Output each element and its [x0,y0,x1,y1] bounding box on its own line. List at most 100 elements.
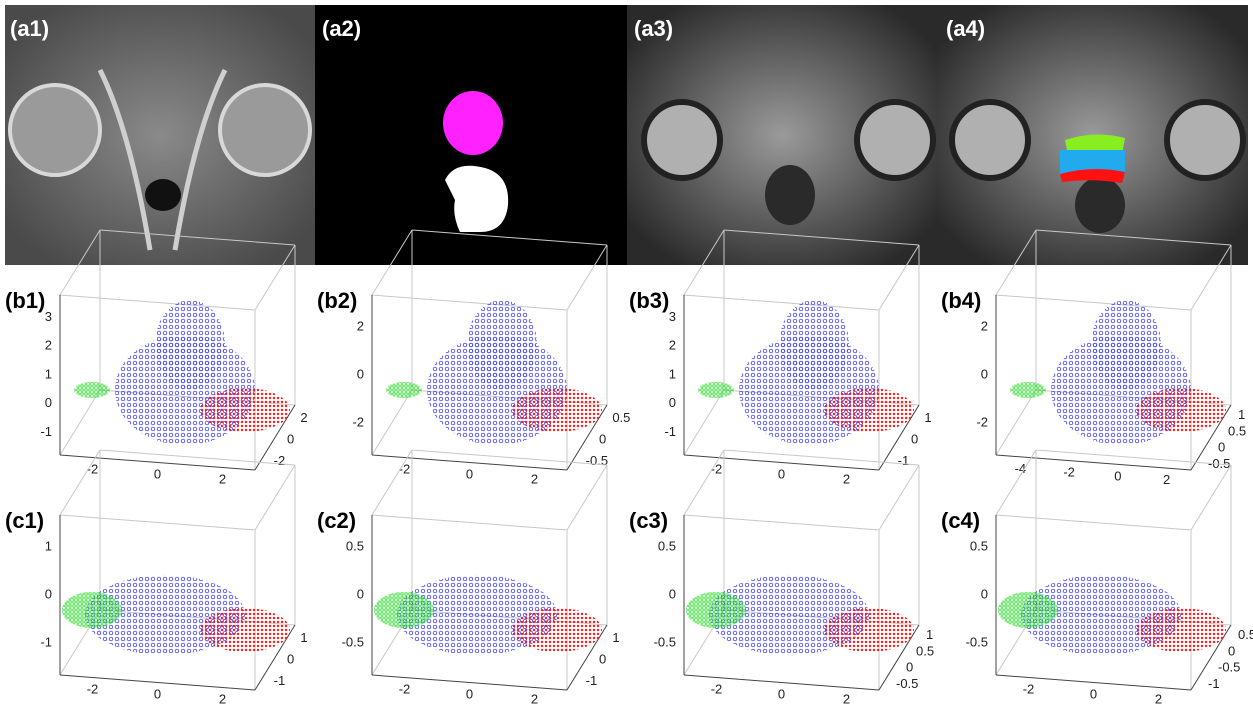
z-tick-label: 1 [669,366,676,381]
figure: (a1)(a2)(a3)(a4) (b1)-10123-202-202(b2)-… [0,0,1253,713]
y-tick-label: 0 [1228,643,1235,658]
axis-edge [684,390,724,455]
panel-label: (a4) [946,16,985,41]
y-tick-label: 1 [926,627,933,642]
axis-edge [372,515,567,530]
axis-edge [60,390,100,455]
axis-edge [372,295,567,310]
x-tick-label: -2 [1023,682,1035,697]
point-cloud-green [62,592,122,628]
axis-edge [255,465,295,530]
axis-edge [372,390,412,455]
y-tick-label: 0 [287,652,294,667]
y-tick-label: -0.5 [586,453,608,468]
z-tick-label: -1 [40,634,52,649]
y-tick-label: 0.5 [1238,627,1253,642]
z-tick-label: -1 [664,424,676,439]
panel-label: (c2) [317,508,356,533]
point-cloud-red [1136,608,1226,652]
axis-edge [60,295,255,310]
x-tick-label: 2 [843,692,850,707]
z-tick-label: 3 [669,309,676,324]
z-tick-label: 2 [357,318,364,333]
axis-edge [996,450,1036,515]
x-tick-label: 2 [1163,472,1170,487]
z-tick-label: 1 [45,366,52,381]
y-tick-label: 2 [300,410,307,425]
point-cloud-blue [155,300,225,390]
panel-label: (a1) [10,16,49,41]
z-tick-label: -2 [352,414,364,429]
x-tick-label: 0 [466,687,473,702]
axis-edge [372,450,412,515]
z-tick-label: -0.5 [342,634,364,649]
x-tick-label: 2 [219,472,226,487]
x-tick-label: 0 [466,467,473,482]
point-cloud-red [1136,388,1226,432]
axis-edge [567,465,607,530]
image-row: (a1)(a2)(a3)(a4) [5,5,1248,265]
x-tick-label: 0 [1090,687,1097,702]
z-tick-label: 0 [357,586,364,601]
y-tick-label: -2 [274,453,286,468]
axis-edge [684,450,724,515]
axis-edge [996,515,1191,530]
z-tick-label: 1 [45,538,52,553]
point-cloud-green [1010,382,1046,398]
z-tick-label: 2 [45,338,52,353]
x-tick-label: -2 [1063,465,1075,480]
scatter-3d: (c4)-0.500.5-202-1-0.500.5 [941,450,1253,707]
x-tick-label: 2 [1155,692,1162,707]
point-cloud-green [374,592,434,628]
z-tick-label: -0.5 [966,634,988,649]
x-tick-label: -2 [87,682,99,697]
y-tick-label: -1 [274,673,286,688]
x-tick-label: 2 [843,472,850,487]
z-tick-label: 2 [669,338,676,353]
y-tick-label: -1 [586,673,598,688]
z-tick-label: 0 [669,586,676,601]
x-tick-label: 0 [154,467,161,482]
y-tick-label: -0.5 [1218,660,1240,675]
point-cloud-red [824,388,914,432]
axis-edge [684,295,879,310]
z-tick-label: 0 [357,366,364,381]
point-cloud-red [512,608,602,652]
y-tick-label: -1 [1208,676,1220,691]
y-tick-label: 0 [599,652,606,667]
point-cloud-red [200,608,290,652]
panel-label: (a2) [322,16,361,41]
point-cloud-green [74,382,110,398]
y-tick-label: 1 [300,630,307,645]
point-cloud-red [824,608,914,652]
z-tick-label: 0 [981,366,988,381]
y-tick-label: -1 [898,453,910,468]
y-tick-label: 1 [1238,407,1245,422]
point-cloud-blue [1091,300,1161,390]
y-tick-label: 0 [911,432,918,447]
x-tick-label: 0 [778,687,785,702]
panel-label: (b4) [941,288,981,313]
z-tick-label: -1 [40,424,52,439]
point-cloud-red [512,388,602,432]
y-tick-label: 0 [906,660,913,675]
x-tick-label: -2 [399,682,411,697]
z-tick-label: 0.5 [970,538,988,553]
z-tick-label: 2 [981,318,988,333]
x-tick-label: -2 [711,682,723,697]
axis-edge [60,515,255,530]
z-tick-label: -2 [976,414,988,429]
point-cloud-blue [467,300,537,390]
axis-edge [684,515,879,530]
z-tick-label: -0.5 [654,634,676,649]
y-tick-label: -0.5 [896,676,918,691]
point-cloud-green [386,382,422,398]
axis-edge [60,450,100,515]
z-tick-label: 0.5 [346,538,364,553]
